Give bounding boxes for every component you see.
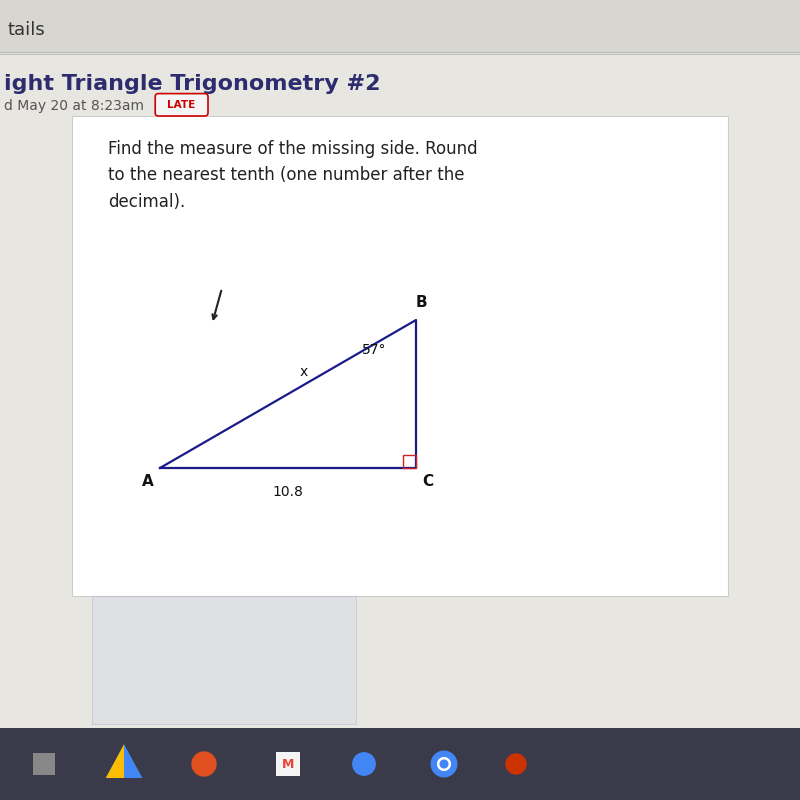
Text: M: M <box>282 758 294 770</box>
Circle shape <box>353 753 375 775</box>
Text: d May 20 at 8:23am: d May 20 at 8:23am <box>4 98 144 113</box>
Text: 10.8: 10.8 <box>273 485 303 499</box>
Text: A: A <box>142 474 154 489</box>
Bar <box>276 752 300 776</box>
Bar <box>403 455 416 468</box>
Bar <box>0 728 800 800</box>
Text: LATE: LATE <box>167 100 196 110</box>
Text: ight Triangle Trigonometry #2: ight Triangle Trigonometry #2 <box>4 74 381 94</box>
Circle shape <box>440 760 448 768</box>
Text: x: x <box>300 365 308 379</box>
Text: Find the measure of the missing side. Round
to the nearest tenth (one number aft: Find the measure of the missing side. Ro… <box>108 140 478 210</box>
Text: B: B <box>416 295 427 310</box>
Bar <box>0 0 800 52</box>
Polygon shape <box>124 744 142 778</box>
Text: C: C <box>422 474 434 489</box>
Circle shape <box>192 752 216 776</box>
Circle shape <box>438 758 450 770</box>
Bar <box>92 596 356 724</box>
FancyBboxPatch shape <box>155 94 208 116</box>
Text: 57°: 57° <box>362 342 387 357</box>
Bar <box>72 116 728 596</box>
Bar <box>33 753 55 775</box>
Circle shape <box>506 754 526 774</box>
Circle shape <box>431 751 457 777</box>
Polygon shape <box>106 744 142 778</box>
Text: tails: tails <box>8 21 46 38</box>
Polygon shape <box>106 744 124 778</box>
